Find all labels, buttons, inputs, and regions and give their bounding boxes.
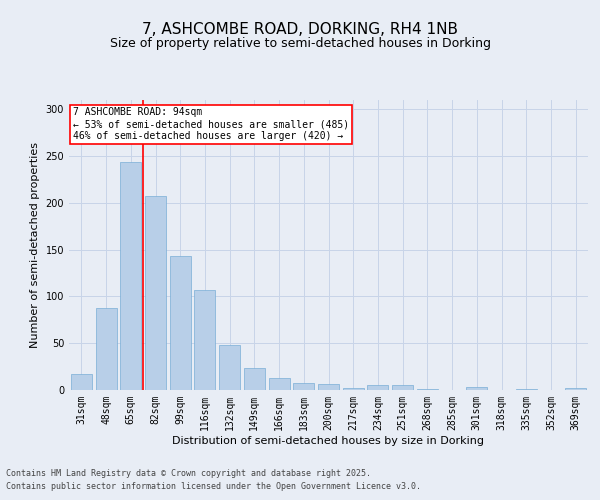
Text: 7 ASHCOMBE ROAD: 94sqm
← 53% of semi-detached houses are smaller (485)
46% of se: 7 ASHCOMBE ROAD: 94sqm ← 53% of semi-det… (73, 108, 349, 140)
Bar (269, 378, 290, 390)
Bar (417, 389, 438, 390)
Bar (170, 256, 191, 390)
X-axis label: Distribution of semi-detached houses by size in Dorking: Distribution of semi-detached houses by … (173, 436, 485, 446)
Bar (367, 386, 388, 390)
Bar (95, 308, 116, 390)
Bar (120, 162, 141, 390)
Bar (318, 384, 339, 390)
Bar (293, 382, 314, 390)
Bar (343, 388, 364, 390)
Text: 7, ASHCOMBE ROAD, DORKING, RH4 1NB: 7, ASHCOMBE ROAD, DORKING, RH4 1NB (142, 22, 458, 38)
Bar (219, 345, 240, 390)
Bar (392, 386, 413, 390)
Bar (194, 290, 215, 390)
Bar (466, 387, 487, 390)
Bar (565, 388, 586, 390)
Bar (145, 196, 166, 390)
Text: Size of property relative to semi-detached houses in Dorking: Size of property relative to semi-detach… (110, 38, 491, 51)
Y-axis label: Number of semi-detached properties: Number of semi-detached properties (30, 142, 40, 348)
Bar (71, 374, 92, 390)
Text: Contains HM Land Registry data © Crown copyright and database right 2025.: Contains HM Land Registry data © Crown c… (6, 468, 371, 477)
Bar (244, 368, 265, 390)
Text: Contains public sector information licensed under the Open Government Licence v3: Contains public sector information licen… (6, 482, 421, 491)
Bar (516, 389, 537, 390)
